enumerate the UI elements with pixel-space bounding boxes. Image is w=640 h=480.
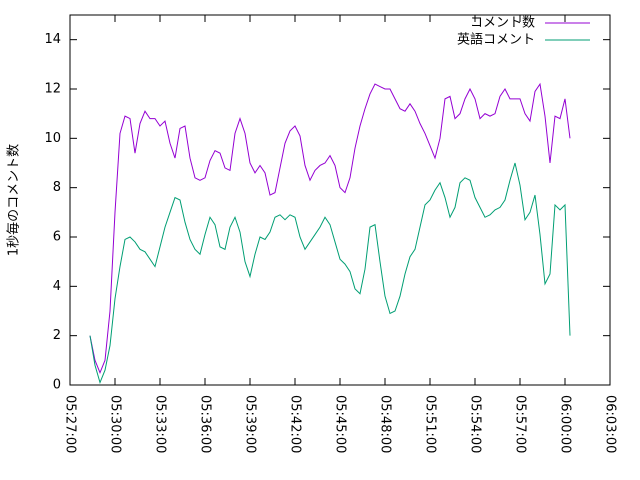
y-tick-label: 4 — [53, 279, 61, 294]
y-tick-label: 14 — [44, 32, 61, 47]
x-tick-label: 05:39:00 — [243, 395, 258, 453]
x-tick-label: 05:33:00 — [153, 395, 168, 453]
x-tick-label: 05:30:00 — [108, 395, 123, 453]
series-line — [89, 82, 571, 374]
x-tick-label: 05:54:00 — [468, 395, 483, 453]
legend-label: 英語コメント — [457, 32, 535, 48]
y-tick-label: 12 — [44, 82, 61, 97]
y-tick-label: 6 — [53, 230, 61, 245]
y-axis-label: 1秒毎のコメント数 — [6, 144, 22, 256]
x-tick-label: 05:42:00 — [288, 395, 303, 453]
y-tick-label: 2 — [53, 328, 61, 343]
y-tick-label: 8 — [53, 180, 61, 195]
x-tick-label: 06:03:00 — [603, 395, 618, 453]
x-tick-label: 06:00:00 — [558, 395, 573, 453]
legend-label: コメント数 — [470, 16, 535, 31]
plot-frame — [69, 14, 611, 386]
y-tick-label: 0 — [53, 378, 61, 393]
x-tick-label: 05:45:00 — [333, 395, 348, 453]
x-tick-label: 05:48:00 — [378, 395, 393, 453]
series-line — [89, 162, 571, 385]
x-tick-label: 05:51:00 — [423, 395, 438, 453]
x-tick-label: 05:36:00 — [198, 395, 213, 453]
x-tick-label: 05:57:00 — [513, 395, 528, 453]
y-tick-label: 10 — [44, 131, 61, 146]
x-tick-label: 05:27:00 — [63, 395, 78, 453]
